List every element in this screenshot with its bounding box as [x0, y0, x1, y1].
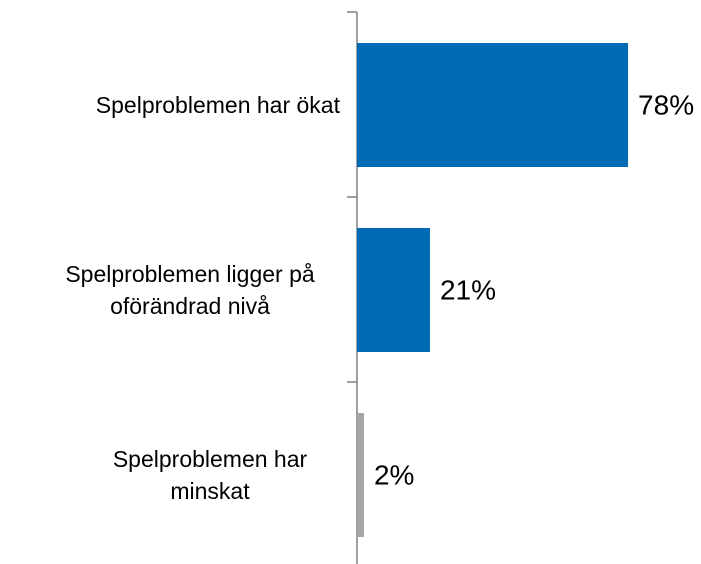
category-text: Spelproblemen ligger på oförändrad nivå [65, 261, 315, 319]
value-label: 78% [638, 89, 694, 120]
category-text: Spelproblemen har ökat [95, 92, 340, 118]
bar [357, 413, 364, 537]
category-label: Spelproblemen har minskat [0, 413, 340, 537]
value-label: 2% [374, 459, 414, 490]
bar [357, 228, 430, 352]
category-label: Spelproblemen har ökat [0, 43, 340, 167]
bar [357, 43, 629, 167]
value-label: 21% [440, 274, 496, 305]
category-text: Spelproblemen har minskat [112, 446, 308, 504]
category-label: Spelproblemen ligger på oförändrad nivå [0, 228, 340, 352]
